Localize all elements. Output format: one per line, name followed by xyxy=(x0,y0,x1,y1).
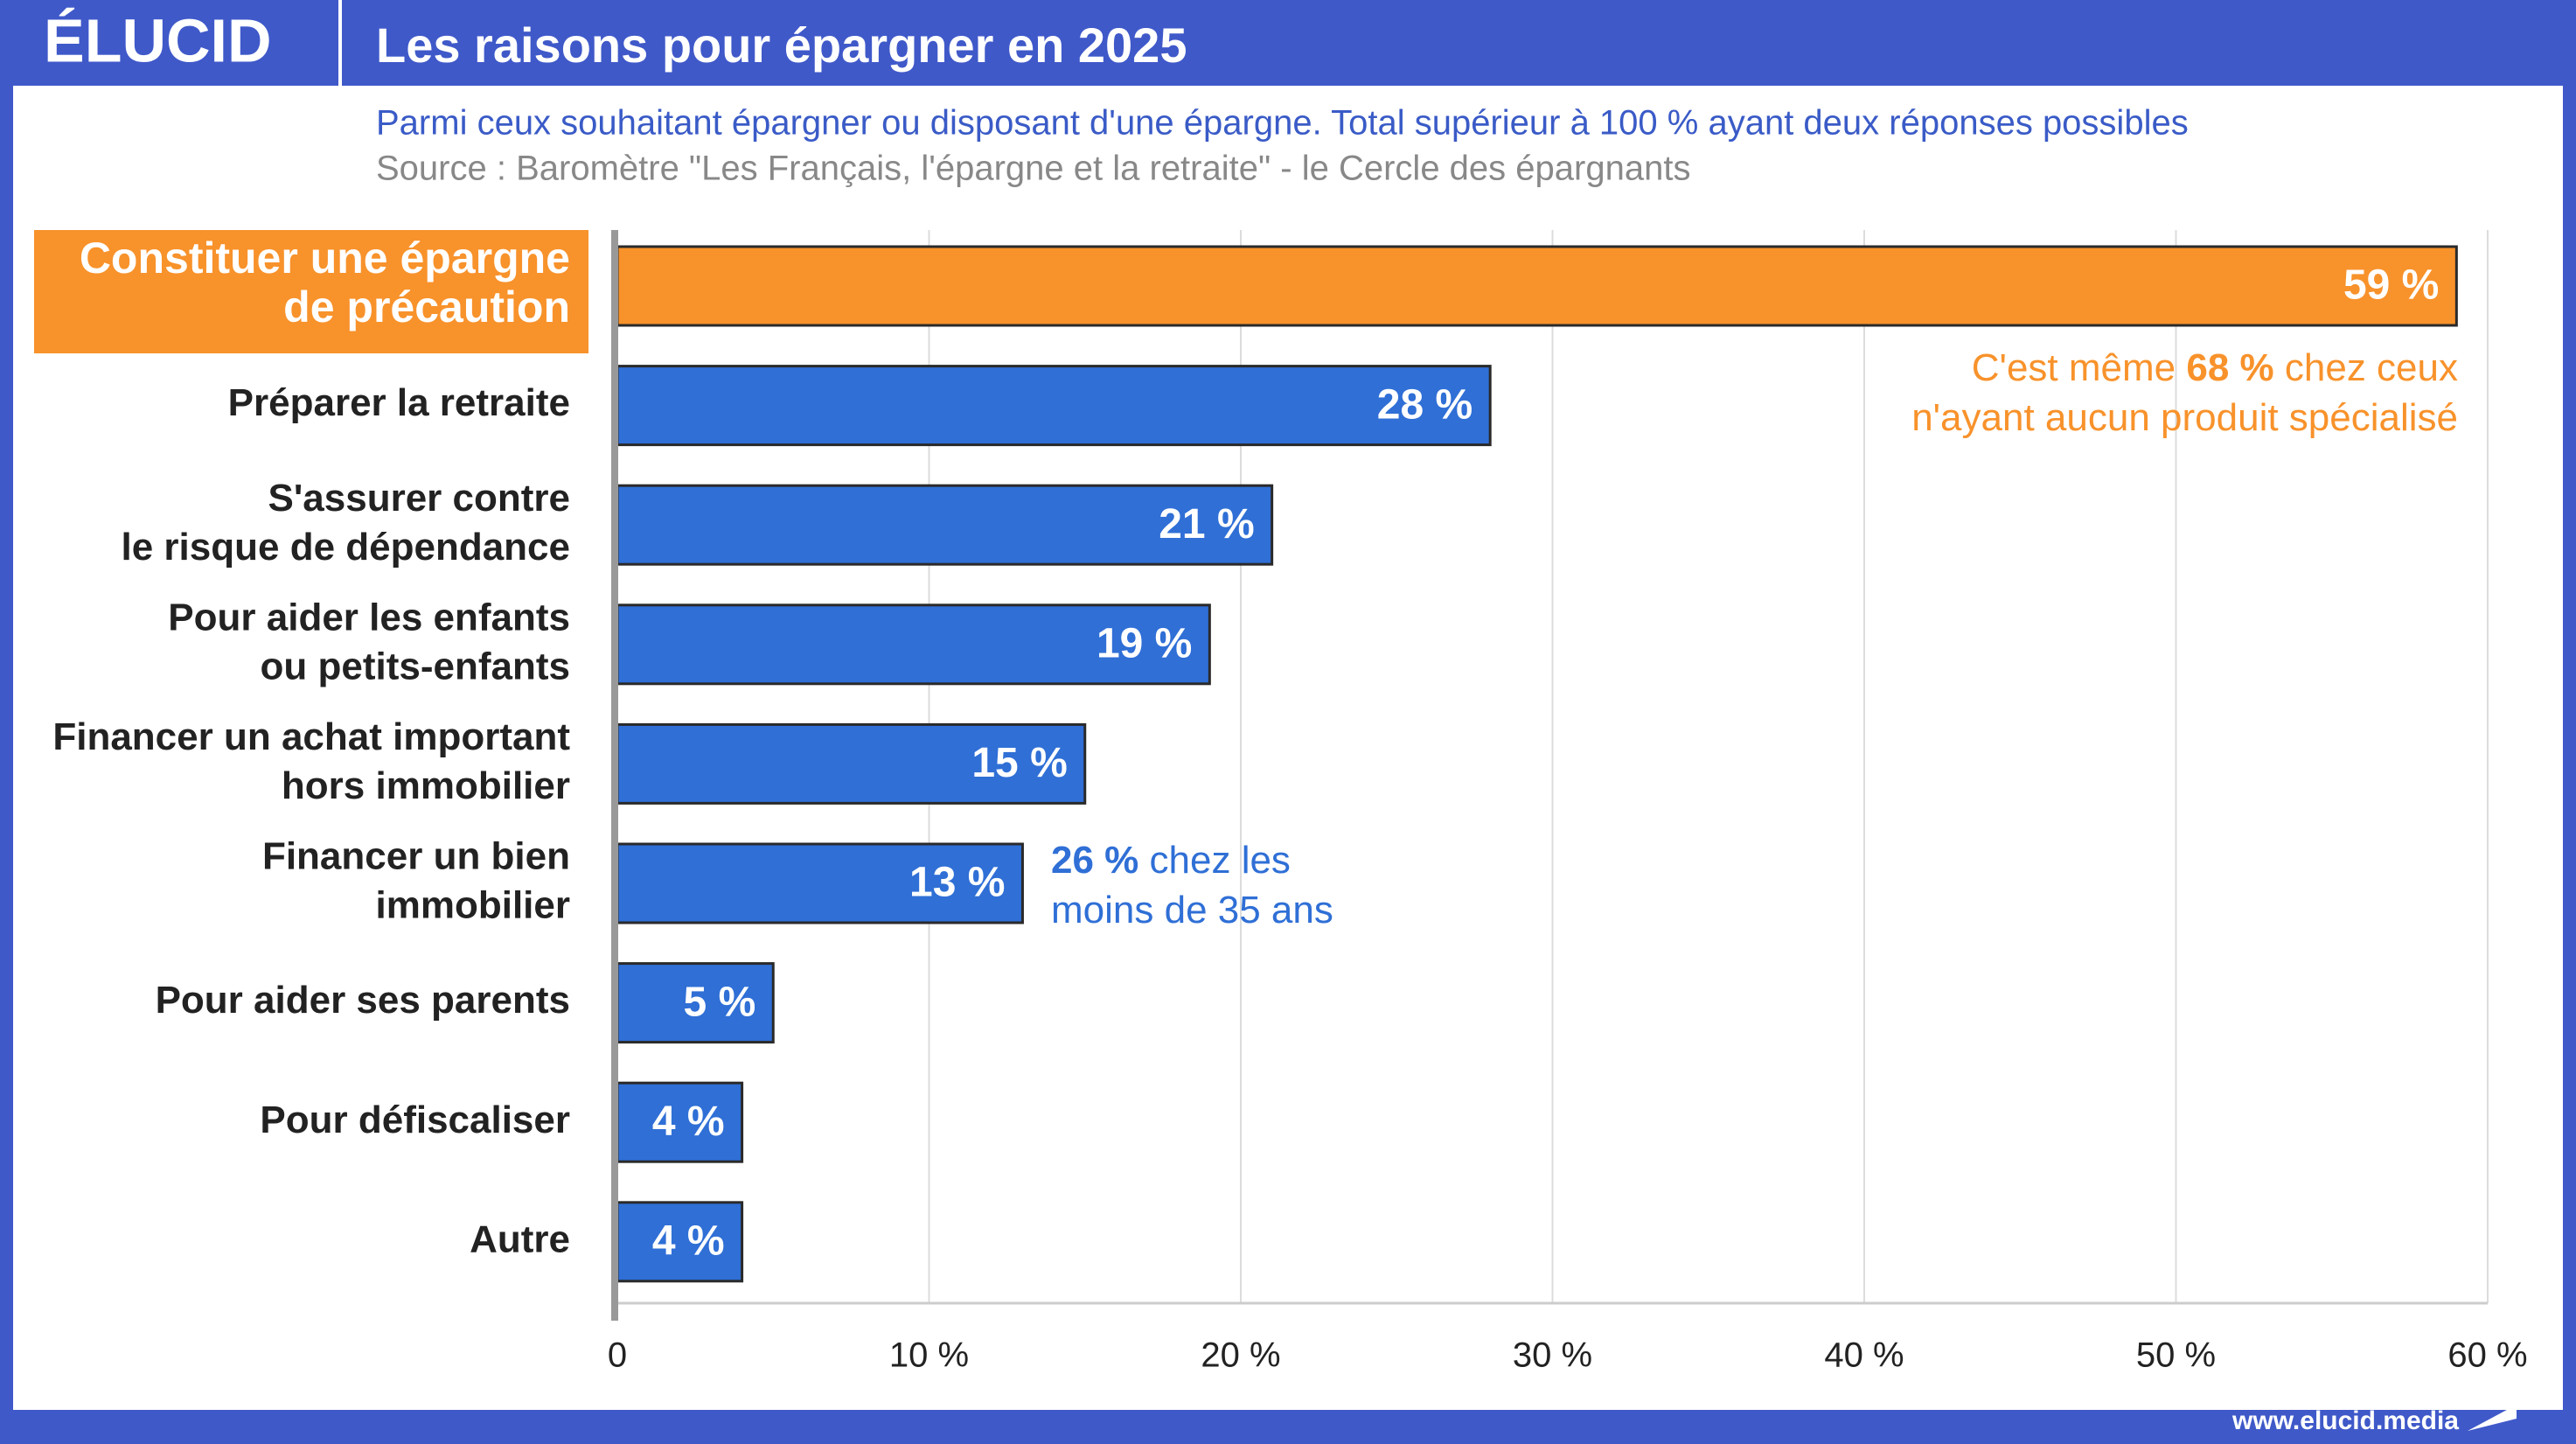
value-label: 13 % xyxy=(909,860,1005,906)
y-tick-label: ou petits-enfants xyxy=(261,645,570,687)
annotation-part: moins de 35 ans xyxy=(1051,889,1333,931)
website: www.elucid.media xyxy=(2231,1406,2459,1435)
y-tick-label: Constituer une épargne xyxy=(80,234,570,283)
value-label: 19 % xyxy=(1097,620,1192,666)
y-tick-label: Financer un bien xyxy=(262,835,570,878)
bar xyxy=(616,245,2458,327)
value-label: 59 % xyxy=(2343,262,2439,309)
annotation-part: C'est même xyxy=(1972,346,2187,389)
value-label: 5 % xyxy=(684,979,756,1025)
value-label: 15 % xyxy=(971,740,1067,786)
value-label: 4 % xyxy=(652,1099,725,1145)
y-tick-label: Autre xyxy=(470,1217,570,1260)
y-tick-label: Préparer la retraite xyxy=(228,381,570,424)
subtitle: Parmi ceux souhaitant épargner ou dispos… xyxy=(376,104,2189,143)
annotation-part: chez les xyxy=(1138,839,1291,882)
y-tick-label: S'assurer contre xyxy=(268,477,570,520)
y-tick-label: Pour aider ses parents xyxy=(156,979,570,1022)
annotation: moins de 35 ans xyxy=(1051,889,1333,931)
x-tick-label: 40 % xyxy=(1824,1336,1904,1375)
annotation: C'est même 68 % chez ceux xyxy=(1972,346,2458,389)
annotation-part: 68 % xyxy=(2186,346,2273,389)
bar xyxy=(616,842,1024,924)
source: Source : Baromètre "Les Français, l'épar… xyxy=(376,150,1690,188)
x-tick-label: 20 % xyxy=(1201,1336,1280,1375)
y-tick-label: de précaution xyxy=(283,283,570,331)
bar xyxy=(616,1081,744,1163)
brand-logo: ÉLUCID xyxy=(44,6,272,74)
annotation: n'ayant aucun produit spécialisé xyxy=(1911,396,2458,439)
x-tick-label: 10 % xyxy=(889,1336,969,1375)
x-tick-label: 30 % xyxy=(1513,1336,1592,1375)
y-tick-label: Pour aider les enfants xyxy=(168,596,570,638)
y-tick-label: le risque de dépendance xyxy=(122,526,571,569)
bar xyxy=(616,1201,744,1283)
category-highlight xyxy=(34,230,588,353)
logo-icon xyxy=(2468,1405,2517,1431)
y-tick-label: hors immobilier xyxy=(282,764,570,807)
annotation-part: chez ceux xyxy=(2274,346,2458,389)
x-tick-label: 60 % xyxy=(2447,1336,2527,1375)
bar xyxy=(616,962,775,1044)
value-label: 21 % xyxy=(1159,501,1254,548)
separator xyxy=(338,0,342,86)
value-label: 28 % xyxy=(1377,381,1472,428)
annotation-part: n'ayant aucun produit spécialisé xyxy=(1911,396,2458,439)
y-tick-label: Pour défiscaliser xyxy=(260,1099,570,1141)
annotation-part: 26 % xyxy=(1051,839,1138,882)
bar xyxy=(616,365,1492,447)
x-tick-label: 0 xyxy=(608,1336,627,1375)
annotation: 26 % chez les xyxy=(1051,839,1291,882)
chart-title: Les raisons pour épargner en 2025 xyxy=(376,17,1187,73)
value-label: 4 % xyxy=(652,1217,725,1264)
y-tick-label: immobilier xyxy=(376,884,571,927)
x-tick-label: 50 % xyxy=(2136,1336,2216,1375)
y-tick-label: Financer un achat important xyxy=(52,715,570,758)
